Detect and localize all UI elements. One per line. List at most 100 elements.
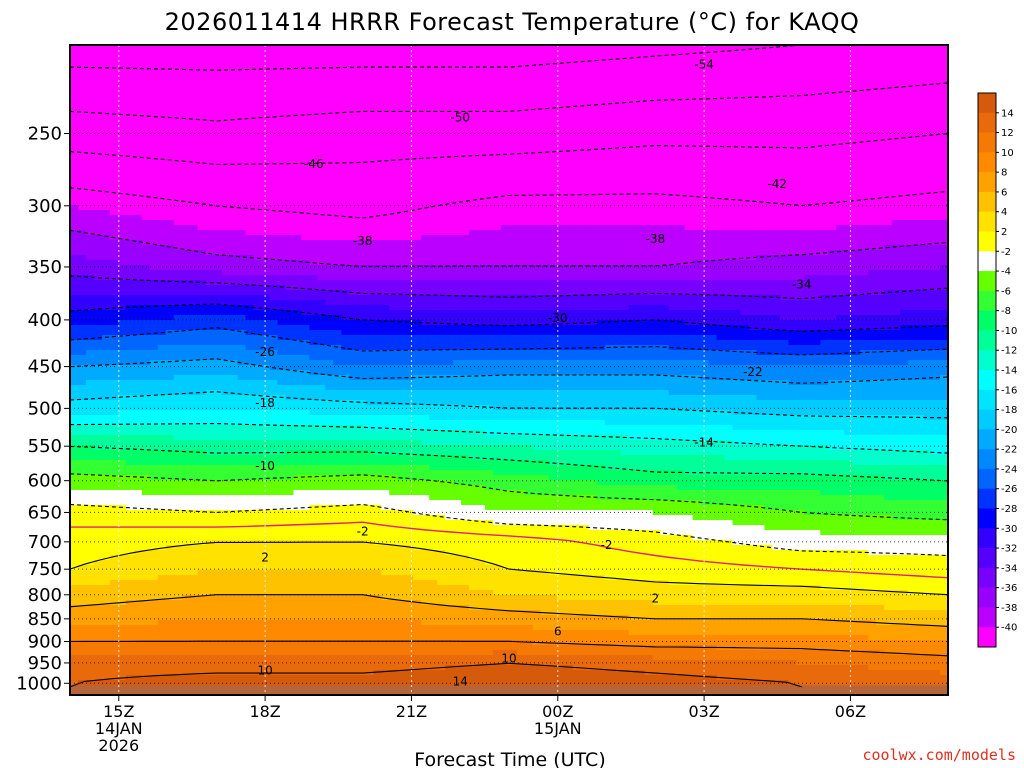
field-cell (349, 110, 358, 116)
field-cell (540, 85, 550, 91)
field-cell (373, 170, 382, 176)
field-cell (165, 165, 175, 171)
field-cell (357, 115, 366, 121)
field-cell (572, 230, 582, 236)
field-cell (740, 100, 750, 106)
field-cell (341, 155, 350, 161)
field-cell (804, 80, 813, 86)
field-cell (253, 235, 263, 241)
field-cell (261, 180, 271, 186)
field-cell (828, 260, 837, 266)
field-cell (580, 115, 590, 121)
field-cell (524, 140, 534, 146)
field-cell (149, 170, 159, 176)
field-cell (924, 260, 933, 266)
field-cell (253, 195, 263, 201)
field-cell (692, 90, 702, 96)
field-cell (900, 150, 909, 156)
field-cell (532, 145, 542, 151)
field-cell (908, 210, 917, 216)
field-cell (540, 220, 550, 226)
field-cell (117, 250, 127, 256)
field-cell (221, 155, 231, 161)
field-cell (141, 195, 151, 201)
field-cell (908, 220, 917, 226)
field-cell (836, 45, 845, 51)
field-cell (229, 150, 239, 156)
field-cell (868, 260, 877, 266)
field-cell (501, 125, 510, 131)
field-cell (189, 90, 199, 96)
field-cell (277, 225, 287, 231)
field-cell (389, 175, 398, 181)
field-cell (477, 55, 486, 61)
field-cell (548, 200, 558, 206)
field-cell (516, 150, 526, 156)
field-cell (908, 205, 917, 211)
field-cell (884, 100, 893, 106)
field-cell (692, 115, 702, 121)
field-cell (405, 155, 414, 161)
field-cell (317, 245, 327, 251)
field-cell (261, 225, 271, 231)
field-cell (724, 170, 734, 176)
field-cell (844, 225, 853, 231)
field-cell (604, 80, 614, 86)
field-cell (381, 110, 390, 116)
field-cell (796, 170, 805, 176)
field-cell (101, 235, 111, 241)
field-cell (277, 195, 287, 201)
field-cell (636, 200, 646, 206)
field-cell (620, 260, 630, 266)
field-cell (732, 210, 742, 216)
field-cell (453, 210, 462, 216)
field-cell (445, 205, 454, 211)
field-cell (421, 115, 430, 121)
field-cell (70, 255, 79, 261)
field-cell (205, 115, 215, 121)
field-cell (357, 140, 366, 146)
field-cell (365, 185, 374, 191)
field-cell (389, 65, 398, 71)
field-cell (796, 160, 805, 166)
field-cell (908, 255, 917, 261)
field-cell (940, 220, 949, 226)
field-cell (684, 185, 694, 191)
field-cell (660, 80, 670, 86)
field-cell (612, 150, 622, 156)
field-cell (940, 215, 949, 221)
field-cell (676, 80, 686, 86)
field-cell (133, 245, 143, 251)
field-cell (325, 165, 334, 171)
field-cell (253, 50, 263, 56)
field-cell (453, 215, 462, 221)
field-cell (708, 265, 718, 271)
field-cell (181, 105, 191, 111)
field-cell (437, 70, 446, 76)
field-cell (900, 80, 909, 86)
field-cell (429, 260, 438, 266)
field-cell (548, 95, 558, 101)
field-cell (820, 110, 829, 116)
chart-title: 2026011414 HRRR Forecast Temperature (°C… (165, 8, 860, 36)
field-cell (237, 45, 247, 51)
field-cell (173, 140, 183, 146)
field-cell (524, 200, 534, 206)
field-cell (405, 70, 414, 76)
field-cell (357, 195, 366, 201)
field-cell (932, 115, 941, 121)
field-cell (445, 115, 454, 121)
field-cell (700, 165, 710, 171)
field-cell (245, 110, 255, 116)
field-cell (133, 235, 143, 241)
field-cell (692, 55, 702, 61)
field-cell (293, 240, 303, 246)
field-cell (676, 145, 686, 151)
field-cell (860, 80, 869, 86)
field-cell (349, 175, 358, 181)
field-cell (772, 200, 781, 206)
field-cell (724, 215, 734, 221)
field-cell (796, 135, 805, 141)
field-cell (828, 155, 837, 161)
field-cell (429, 185, 438, 191)
